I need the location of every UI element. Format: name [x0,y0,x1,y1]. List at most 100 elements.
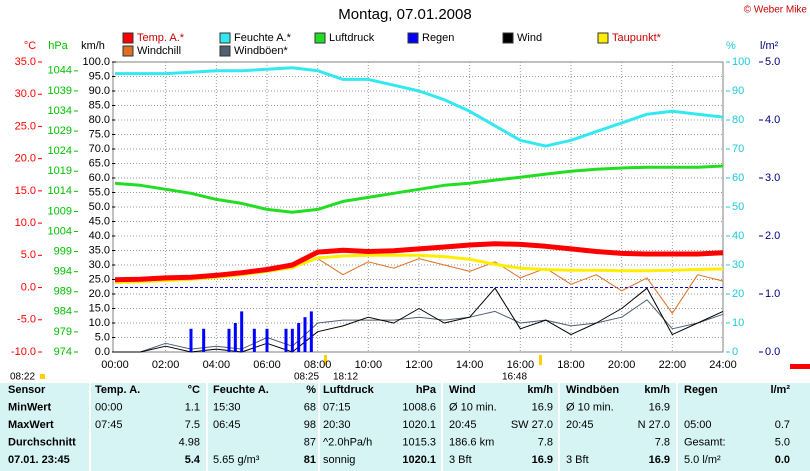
table-cell: 5.65 g/m³ [213,454,260,466]
y-tick-label: 10 [732,317,744,329]
table-header: Feuchte A. [213,384,269,396]
y-tick-label: 0.0 [95,346,110,358]
y-tick-label: 55.0 [89,186,110,198]
table-header: hPa [416,384,437,396]
y-tick-label: 50 [732,201,744,213]
axis-unit-label: % [726,40,736,52]
axis-unit-label: hPa [48,40,68,52]
table-cell: Gesamt: [684,436,726,448]
y-tick-label: 3.0 [765,172,780,184]
table-header: Regen [684,384,718,396]
marker [539,355,542,365]
y-tick-label: 45.0 [89,215,110,227]
y-tick-label: -5.0 [17,314,36,326]
y-tick-label: 1039 [48,85,72,97]
table-header: Windböen [566,384,619,396]
x-tick-label: 02:00 [152,359,180,371]
table-cell: 1020.1 [402,419,436,431]
x-tick-label: 12:00 [405,359,433,371]
y-tick-label: 2.0 [765,230,780,242]
y-tick-label: 0.0 [21,281,36,293]
x-tick-label: 24:00 [709,359,737,371]
legend-label: Windchill [137,45,181,57]
y-tick-label: 20.0 [15,153,36,165]
rain-bar [240,311,244,352]
y-tick-label: 25.0 [89,273,110,285]
table-cell: 16.9 [532,401,553,413]
legend-swatch [219,32,231,44]
legend-label: Luftdruck [329,32,375,44]
table-cell: 5.0 [775,436,790,448]
y-tick-label: 90 [732,85,744,97]
table-cell: 0.0 [775,454,790,466]
y-tick-label: 979 [54,326,72,338]
table-cell: Durchschnitt [8,436,76,448]
rain-bar [309,311,313,352]
table-header: °C [188,384,200,396]
table-cell: 3 Bft [566,454,589,466]
y-tick-label: 984 [54,306,72,318]
table-cell: 1015.3 [402,436,436,448]
table-cell: 20:45 [449,419,477,431]
y-tick-label: 1014 [48,185,72,197]
legend-label: Feuchte A.* [234,32,292,44]
y-tick-label: 95.0 [89,70,110,82]
x-tick-label: 04:00 [203,359,231,371]
rain-bar [290,328,294,352]
legend-label: Regen [422,32,454,44]
table-cell: 16.9 [649,401,670,413]
table-header: Temp. A. [95,384,140,396]
table-cell: 7.8 [538,436,553,448]
table-cell: 1.1 [185,401,200,413]
series-line [115,66,724,148]
table-cell: 81 [304,454,316,466]
table-cell: 5.4 [185,454,201,466]
table-header: Wind [449,384,476,396]
table-header: Sensor [8,384,46,396]
legend-swatch [502,32,514,44]
y-tick-label: 40 [732,230,744,242]
rain-bar [189,328,193,352]
marker-label: 18:12 [333,372,358,383]
table-cell: 7.8 [655,436,670,448]
y-tick-label: 30.0 [89,259,110,271]
y-tick-label: 30.0 [15,88,36,100]
table-cell: 05:00 [684,419,712,431]
marker [324,355,327,365]
y-tick-label: -10.0 [11,346,36,358]
y-tick-label: 70 [732,143,744,155]
y-tick-label: 15.0 [89,302,110,314]
table-cell: 15:30 [213,401,241,413]
table-cell: 07:15 [323,401,351,413]
y-tick-label: 0 [732,346,738,358]
y-tick-label: 30 [732,259,744,271]
table-cell: N 27.0 [638,419,670,431]
y-tick-label: 40.0 [89,230,110,242]
y-tick-label: 1009 [48,205,72,217]
y-tick-label: 989 [54,286,72,298]
table-cell: 1008.6 [402,401,436,413]
table-cell: 0.7 [775,419,790,431]
y-tick-label: 75.0 [89,128,110,140]
rain-bar [297,323,301,352]
marker-label: 16:48 [502,372,527,383]
y-tick-label: 70.0 [89,143,110,155]
rain-bar [303,317,307,352]
table-cell: 186.6 km [449,436,494,448]
y-tick-label: 35.0 [89,244,110,256]
legend-label: Temp. A.* [137,32,185,44]
y-tick-label: 999 [54,245,72,257]
table-header: l/m² [770,384,790,396]
x-tick-label: 06:00 [253,359,281,371]
y-tick-label: 4.0 [765,114,780,126]
series-line [115,287,724,353]
rain-bar [227,328,231,352]
legend-label: Wind [517,32,542,44]
legend-swatch [314,32,326,44]
y-tick-label: 65.0 [89,157,110,169]
table-cell: MinWert [8,401,52,413]
copyright: © Weber Mike [744,5,808,16]
table-header: Luftdruck [323,384,375,396]
y-tick-label: 80.0 [89,114,110,126]
y-tick-label: 100 [732,56,750,68]
